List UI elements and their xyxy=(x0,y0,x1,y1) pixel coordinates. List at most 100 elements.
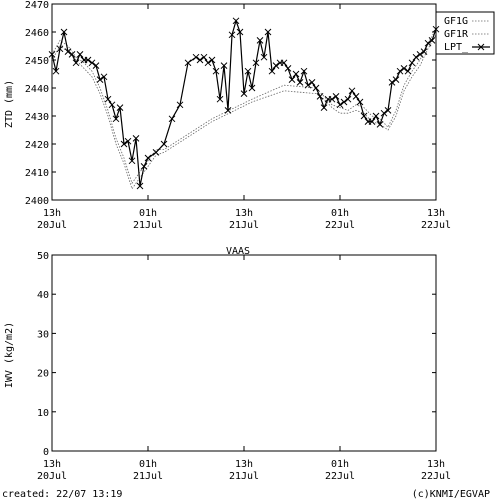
series-lpt-point xyxy=(228,31,236,39)
series-gf1r-line xyxy=(51,34,437,190)
iwv-x-tick-label-time: 13h xyxy=(427,459,445,470)
series-lpt-point xyxy=(248,84,256,92)
series-lpt-point xyxy=(424,39,432,47)
series-lpt-point xyxy=(196,56,204,64)
ztd-y-tick-label: 2430 xyxy=(25,112,49,123)
ztd-x-tick-label-time: 13h xyxy=(235,208,253,219)
series-lpt-point xyxy=(336,101,344,109)
ztd-y-tick-label: 2460 xyxy=(25,28,49,39)
ztd-y-tick-label: 2450 xyxy=(25,56,49,67)
series-lpt-point xyxy=(408,59,416,67)
series-lpt-point xyxy=(52,67,60,75)
iwv-y-tick-label: 30 xyxy=(37,329,49,340)
series-lpt-point xyxy=(280,59,288,67)
series-lpt-point xyxy=(88,59,96,67)
series-lpt-point xyxy=(84,56,92,64)
legend-box xyxy=(435,11,495,55)
iwv-x-tick-label-date: 20Jul xyxy=(37,471,67,482)
series-lpt-point xyxy=(272,62,280,69)
iwv-x-tick-label-time: 13h xyxy=(43,459,61,470)
series-lpt-point xyxy=(184,59,192,67)
series-lpt-point xyxy=(192,53,200,61)
series-lpt-point xyxy=(208,56,216,64)
series-lpt-point xyxy=(344,95,352,103)
ztd-x-tick-label-time: 01h xyxy=(139,208,157,219)
series-lpt-point xyxy=(348,87,356,95)
series-lpt-point xyxy=(352,93,360,100)
series-lpt-point xyxy=(360,112,368,120)
ztd-y-axis-label: ZTD (mm) xyxy=(4,80,15,128)
series-lpt-point xyxy=(292,70,300,78)
series-lpt-point xyxy=(416,51,424,58)
series-lpt-point xyxy=(236,28,244,36)
series-lpt-point xyxy=(252,59,260,67)
series-lpt-point xyxy=(400,65,408,72)
series-lpt-point xyxy=(96,76,104,83)
iwv-y-tick-label: 40 xyxy=(37,290,49,301)
series-lpt-point xyxy=(308,79,316,86)
series-lpt-point xyxy=(204,59,212,67)
iwv-y-axis-label: IWV (kg/m2) xyxy=(4,322,15,388)
iwv-y-tick-label: 20 xyxy=(37,369,49,380)
series-lpt-point xyxy=(260,53,268,61)
series-lpt-point xyxy=(48,51,56,58)
series-lpt-point xyxy=(312,84,320,92)
series-lpt-point xyxy=(104,95,112,103)
series-lpt-point xyxy=(412,53,420,61)
series-lpt-point xyxy=(420,48,428,55)
series-lpt-point xyxy=(124,137,132,145)
series-lpt-point xyxy=(136,182,144,190)
series-lpt-point xyxy=(244,67,252,75)
series-lpt-point xyxy=(340,98,348,106)
iwv-y-tick-label: 10 xyxy=(37,408,49,419)
series-lpt-point xyxy=(112,115,120,123)
series-lpt-point xyxy=(100,73,108,81)
series-lpt-point xyxy=(240,90,248,97)
series-lpt-point xyxy=(380,109,388,117)
series-lpt-point xyxy=(168,115,176,123)
series-lpt-point xyxy=(296,79,304,86)
series-lpt-point xyxy=(368,118,376,125)
iwv-x-tick-label-date: 22Jul xyxy=(325,471,355,482)
ztd-legend: GF1G GF1R LPT_ xyxy=(435,11,495,55)
ztd-y-tick-label: 2420 xyxy=(25,140,49,151)
legend-gf1r-label: GF1R xyxy=(444,29,469,40)
series-lpt-point xyxy=(256,37,264,44)
legend-lpt-marker xyxy=(477,43,485,51)
ztd-x-tick-label-time: 13h xyxy=(43,208,61,219)
series-lpt-point xyxy=(232,17,240,25)
iwv-y-tick-label: 50 xyxy=(37,251,49,262)
series-lpt-point xyxy=(404,67,412,75)
series-lpt-point xyxy=(392,76,400,83)
series-lpt-point xyxy=(108,101,116,109)
series-lpt-point xyxy=(300,67,308,75)
series-lpt-point xyxy=(304,81,312,89)
series-lpt-point xyxy=(116,104,124,111)
series-lpt-point xyxy=(120,140,128,148)
ztd-x-tick-label-date: 20Jul xyxy=(37,220,67,231)
ztd-x-tick-label-time: 01h xyxy=(331,208,349,219)
iwv-x-tick-label-time: 01h xyxy=(331,459,349,470)
ztd-x-tick-label-date: 22Jul xyxy=(325,220,355,231)
ztd-y-tick-label: 2440 xyxy=(25,84,49,95)
series-lpt-point xyxy=(268,67,276,75)
iwv-y-tick-label: 0 xyxy=(43,447,49,458)
series-lpt-point xyxy=(76,51,84,58)
iwv-x-tick-label-date: 21Jul xyxy=(229,471,259,482)
ztd-series xyxy=(48,17,440,190)
series-lpt-point xyxy=(428,37,436,44)
iwv-y-ticks: 0 10 20 30 40 50 xyxy=(37,251,436,458)
series-lpt-point xyxy=(216,95,224,103)
series-lpt-point xyxy=(132,135,140,142)
series-lpt-point xyxy=(356,98,364,106)
series-lpt-point xyxy=(160,140,168,148)
legend-gf1g-label: GF1G xyxy=(444,16,468,27)
series-lpt-point xyxy=(264,28,272,36)
ztd-x-tick-label-time: 13h xyxy=(427,208,445,219)
series-lpt-point xyxy=(316,93,324,100)
series-lpt-point xyxy=(128,157,136,165)
series-lpt-point xyxy=(396,67,404,75)
